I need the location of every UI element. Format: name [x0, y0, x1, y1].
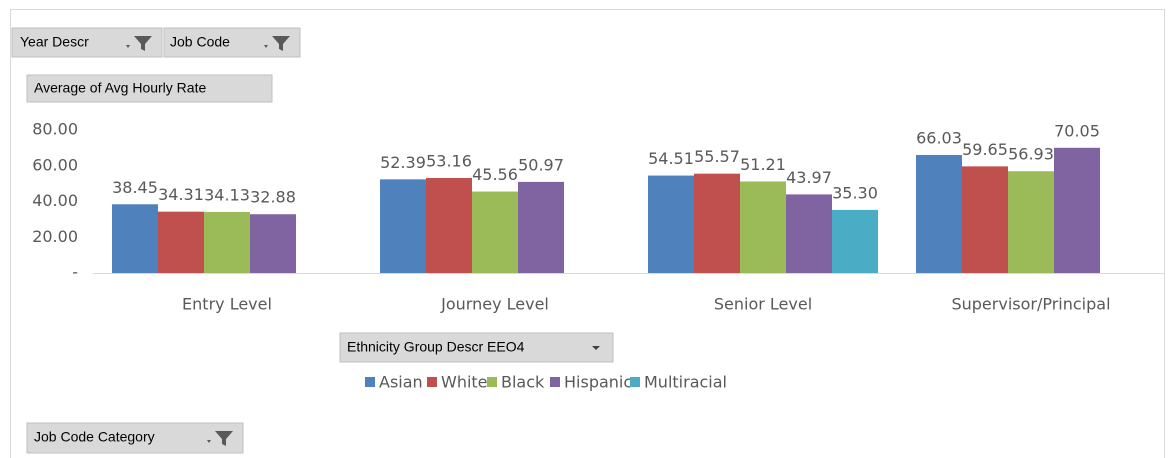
bar: [786, 194, 832, 273]
data-label: 45.56: [472, 165, 518, 184]
y-tick-label: 40.00: [32, 191, 78, 210]
data-label: 54.51: [648, 149, 694, 168]
axis-field-button[interactable]: Job Code Category: [26, 422, 244, 454]
data-label: 34.13: [204, 185, 250, 204]
button-label: Job Code: [170, 34, 230, 50]
bar: [916, 154, 962, 273]
data-label: 52.39: [380, 153, 426, 172]
data-label: 51.21: [740, 155, 786, 174]
legend-field-button[interactable]: Ethnicity Group Descr EEO4: [339, 332, 614, 363]
legend-swatch: [550, 377, 560, 387]
data-label: 59.65: [962, 140, 1008, 159]
bar: [426, 177, 472, 273]
bar: [832, 209, 878, 273]
values-field-button[interactable]: Average of Avg Hourly Rate: [26, 74, 273, 103]
bar: [472, 191, 518, 273]
bar: [204, 211, 250, 273]
button-label: Year Descr: [20, 34, 89, 50]
data-label: 32.88: [250, 188, 296, 207]
bar: [250, 214, 296, 273]
data-label: 70.05: [1054, 121, 1100, 140]
data-label: 43.97: [786, 168, 832, 187]
data-label: 66.03: [916, 128, 962, 147]
y-tick-label: 20.00: [32, 227, 78, 246]
x-tick-label: Journey Level: [440, 295, 549, 314]
legend-swatch: [365, 377, 375, 387]
bar: [694, 173, 740, 273]
x-tick-label: Entry Level: [182, 295, 272, 314]
bar: [518, 181, 564, 273]
legend-label: Black: [501, 373, 545, 392]
button-label: Average of Avg Hourly Rate: [34, 80, 206, 96]
bar: [1008, 171, 1054, 273]
y-tick-label: 60.00: [32, 155, 78, 174]
legend-label: Asian: [379, 373, 423, 392]
data-label: 50.97: [518, 155, 564, 174]
legend-swatch: [487, 377, 497, 387]
data-label: 35.30: [832, 183, 878, 202]
job-code-button[interactable]: Job Code: [163, 27, 301, 58]
y-tick-label: -: [72, 263, 78, 282]
bar: [112, 204, 158, 273]
bar: [740, 181, 786, 273]
x-tick-label: Senior Level: [714, 295, 812, 314]
data-label: 34.31: [158, 185, 204, 204]
data-label: 55.57: [694, 147, 740, 166]
year-descr-button[interactable]: Year Descr: [11, 27, 163, 58]
legend-label: White: [441, 373, 488, 392]
bar: [380, 179, 426, 273]
bar: [1054, 147, 1100, 273]
bar: [158, 211, 204, 273]
legend-label: Multiracial: [644, 373, 727, 392]
button-label: Ethnicity Group Descr EEO4: [347, 339, 525, 355]
bar: [648, 175, 694, 273]
bar: [962, 166, 1008, 273]
button-label: Job Code Category: [34, 429, 155, 445]
x-tick-label: Supervisor/Principal: [951, 295, 1110, 314]
legend-label: Hispanic: [564, 373, 632, 392]
data-label: 38.45: [112, 178, 158, 197]
legend-swatch: [427, 377, 437, 387]
data-label: 53.16: [426, 151, 472, 170]
legend-swatch: [630, 377, 640, 387]
data-label: 56.93: [1008, 145, 1054, 164]
y-tick-label: 80.00: [32, 120, 78, 139]
